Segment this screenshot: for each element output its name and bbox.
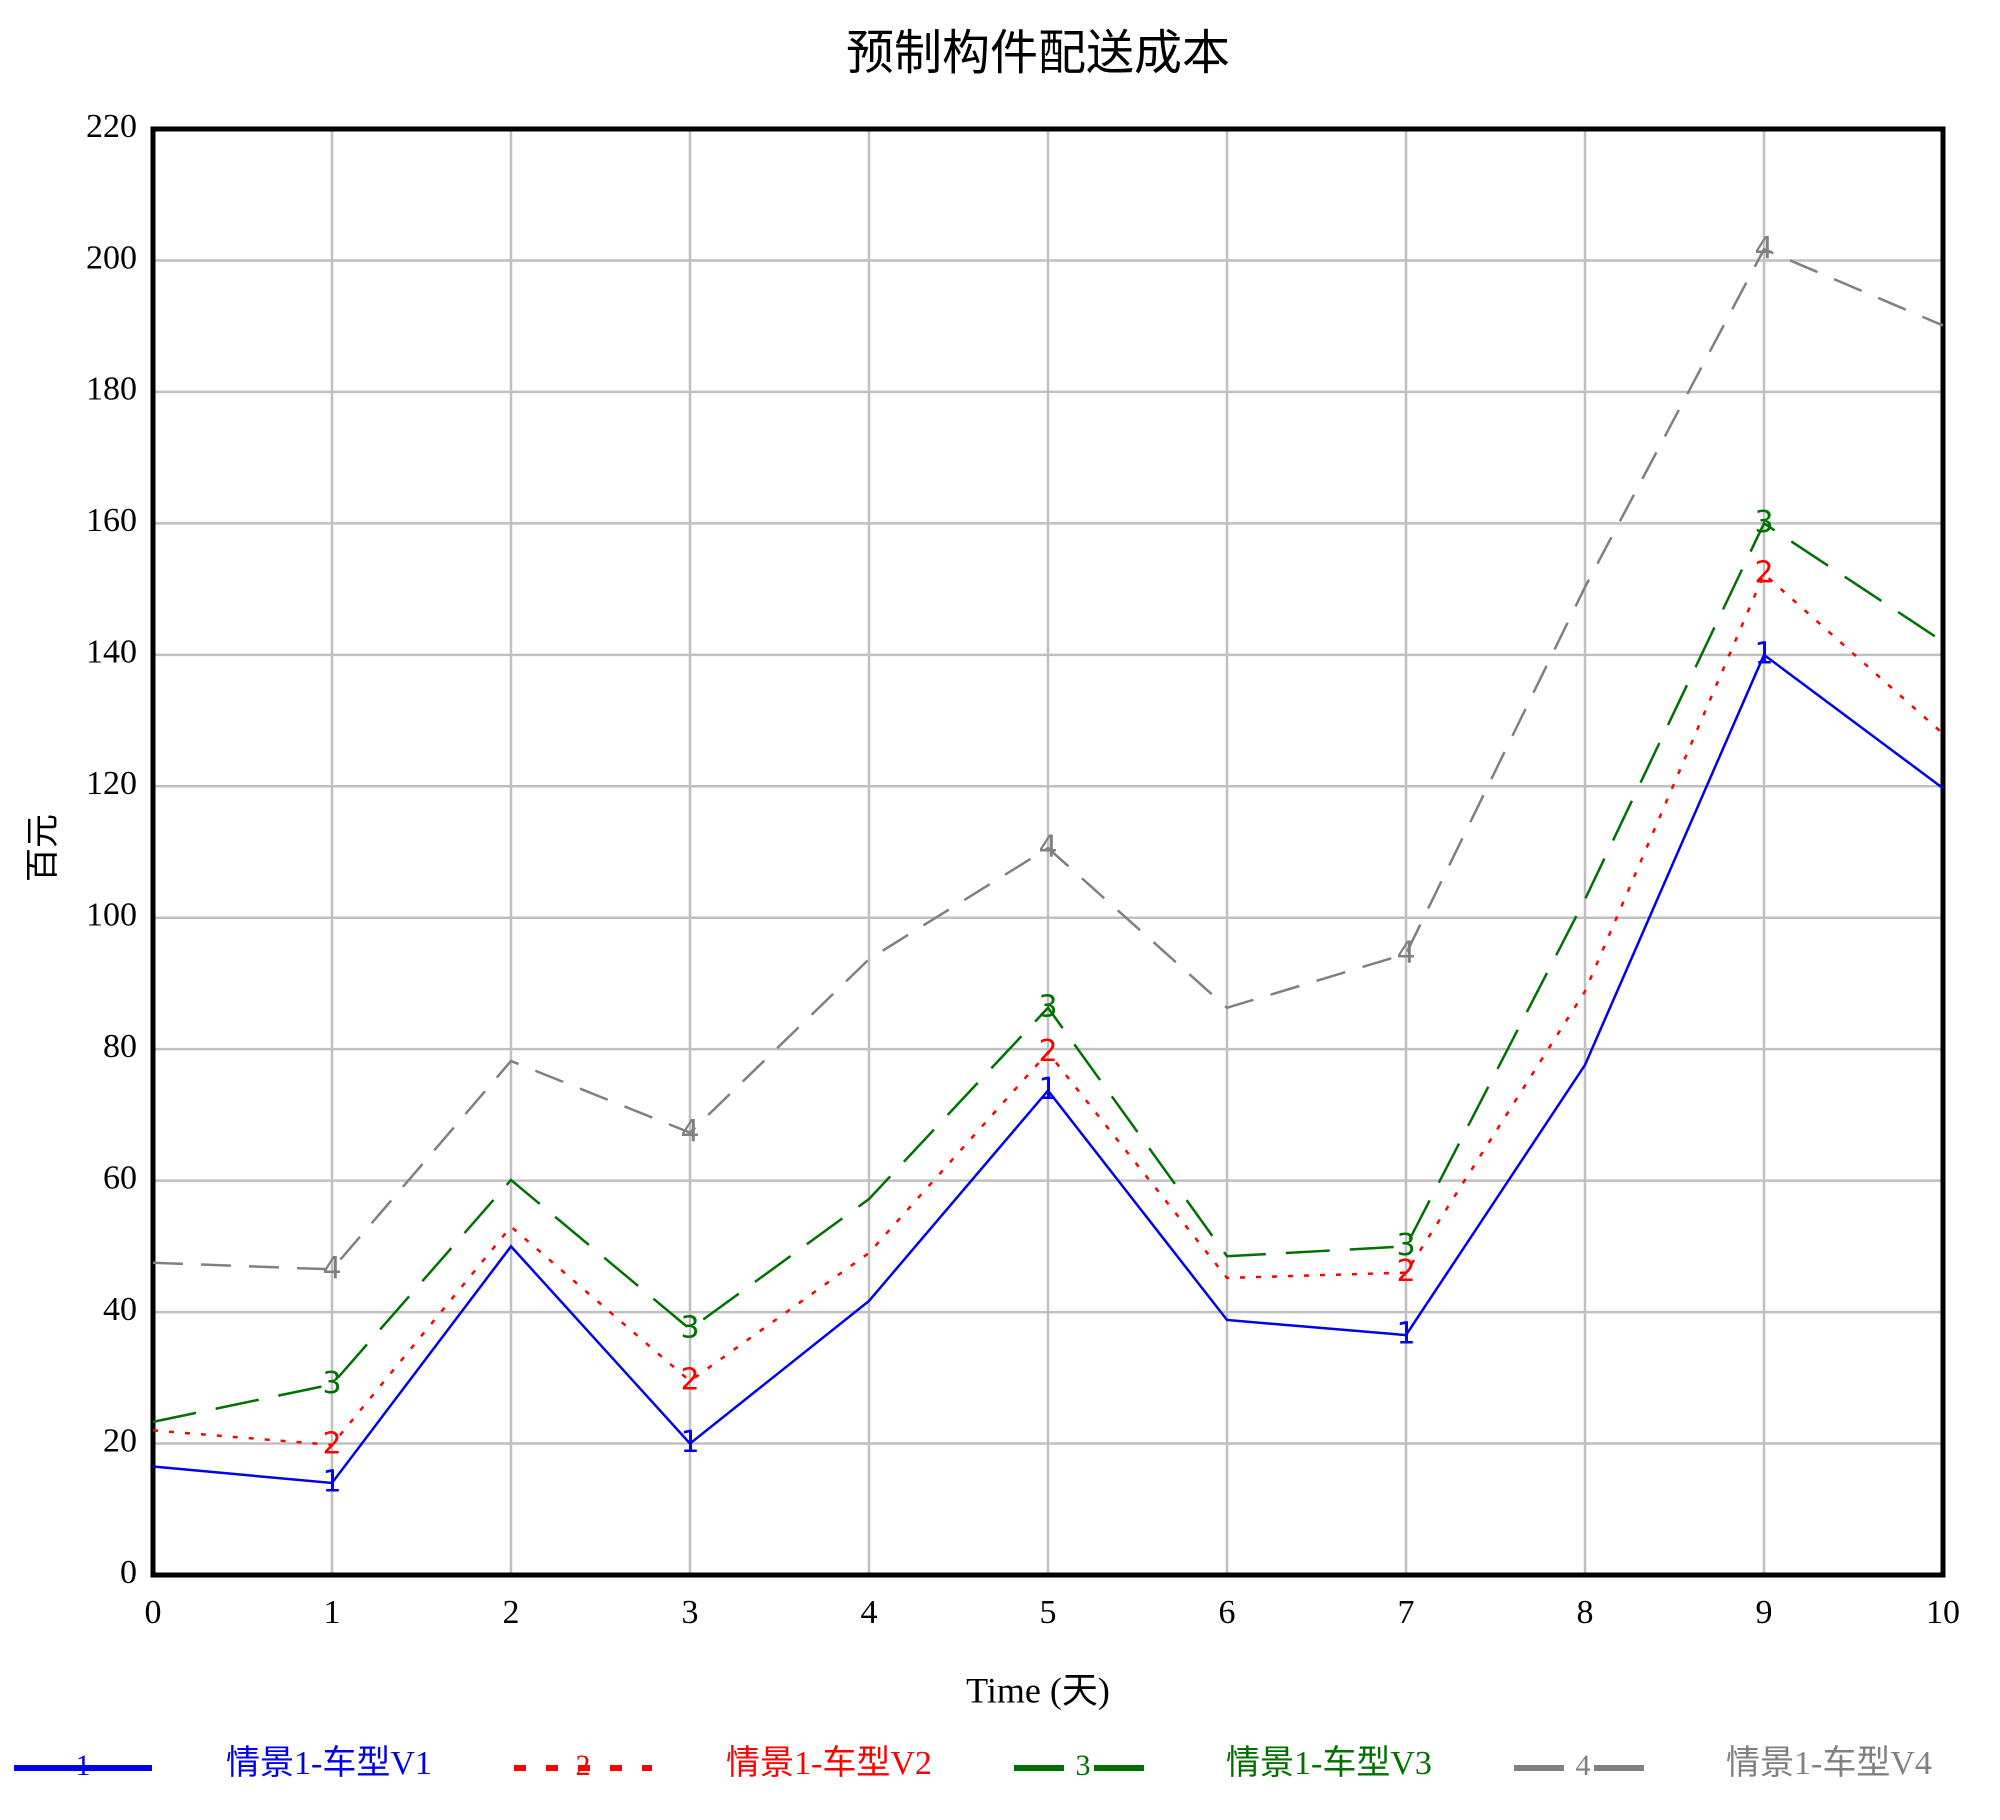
legend-label: 情景1-车型V2 [726,1744,932,1782]
y-tick-label: 80 [103,1028,137,1065]
x-axis-label: Time (天) [966,1670,1110,1710]
y-tick-label: 120 [86,765,137,802]
y-tick-label: 40 [103,1291,137,1328]
x-tick-label: 9 [1756,1594,1773,1631]
x-tick-label: 10 [1926,1594,1960,1631]
legend-label: 情景1-车型V3 [1226,1744,1432,1782]
line-marker: 1 [1038,1072,1057,1107]
legend-marker: 3 [1076,1749,1091,1782]
y-tick-label: 140 [86,634,137,671]
legend-label: 情景1-车型V4 [1726,1744,1932,1782]
x-tick-label: 2 [503,1594,520,1631]
series-line [152,521,1944,1424]
line-marker: 3 [1754,505,1773,540]
y-tick-label: 60 [103,1159,137,1196]
y-axis-label: 百元 [25,814,62,882]
plot-frame [150,126,1946,1578]
line-marker: 4 [1038,830,1057,865]
y-tick-label: 160 [86,502,137,539]
line-marker: 1 [1396,1317,1415,1352]
line-marker: 1 [322,1464,341,1499]
x-tick-label: 1 [324,1594,341,1631]
line-marker: 1 [1754,636,1773,671]
y-tick-label: 20 [103,1422,137,1459]
line-marker: 3 [680,1311,699,1346]
line-marker: 4 [1754,231,1773,266]
y-tick-label: 0 [120,1554,137,1591]
x-tick-label: 4 [861,1594,878,1631]
line-marker: 2 [1396,1254,1415,1289]
series-line [152,652,1944,1485]
line-marker: 2 [322,1426,341,1461]
y-tick-label: 200 [86,239,137,276]
legend-marker: 2 [576,1749,591,1782]
legend-marker: 1 [76,1749,91,1782]
line-marker: 2 [1038,1034,1057,1069]
x-tick-label: 5 [1040,1594,1057,1631]
line-marker: 3 [322,1366,341,1401]
legend-label: 情景1-车型V1 [226,1744,432,1782]
line-marker: 3 [1396,1228,1415,1263]
series-line [152,247,1944,1271]
x-tick-label: 3 [682,1594,699,1631]
line-marker: 4 [1396,935,1415,970]
line-marker: 1 [680,1425,699,1460]
x-tick-label: 7 [1398,1594,1415,1631]
series-line [152,571,1944,1447]
y-tick-label: 180 [86,371,137,408]
line-marker: 3 [1038,989,1057,1024]
line-marker: 4 [680,1114,699,1149]
x-tick-label: 0 [145,1594,162,1631]
line-marker: 4 [322,1251,341,1286]
chart-title: 预制构件配送成本 [846,27,1230,80]
line-marker: 2 [1754,555,1773,590]
x-tick-label: 6 [1219,1594,1236,1631]
line-marker: 2 [680,1363,699,1398]
y-tick-label: 100 [86,897,137,934]
legend-marker: 4 [1576,1749,1591,1782]
x-tick-label: 8 [1577,1594,1594,1631]
y-tick-label: 220 [86,108,137,145]
